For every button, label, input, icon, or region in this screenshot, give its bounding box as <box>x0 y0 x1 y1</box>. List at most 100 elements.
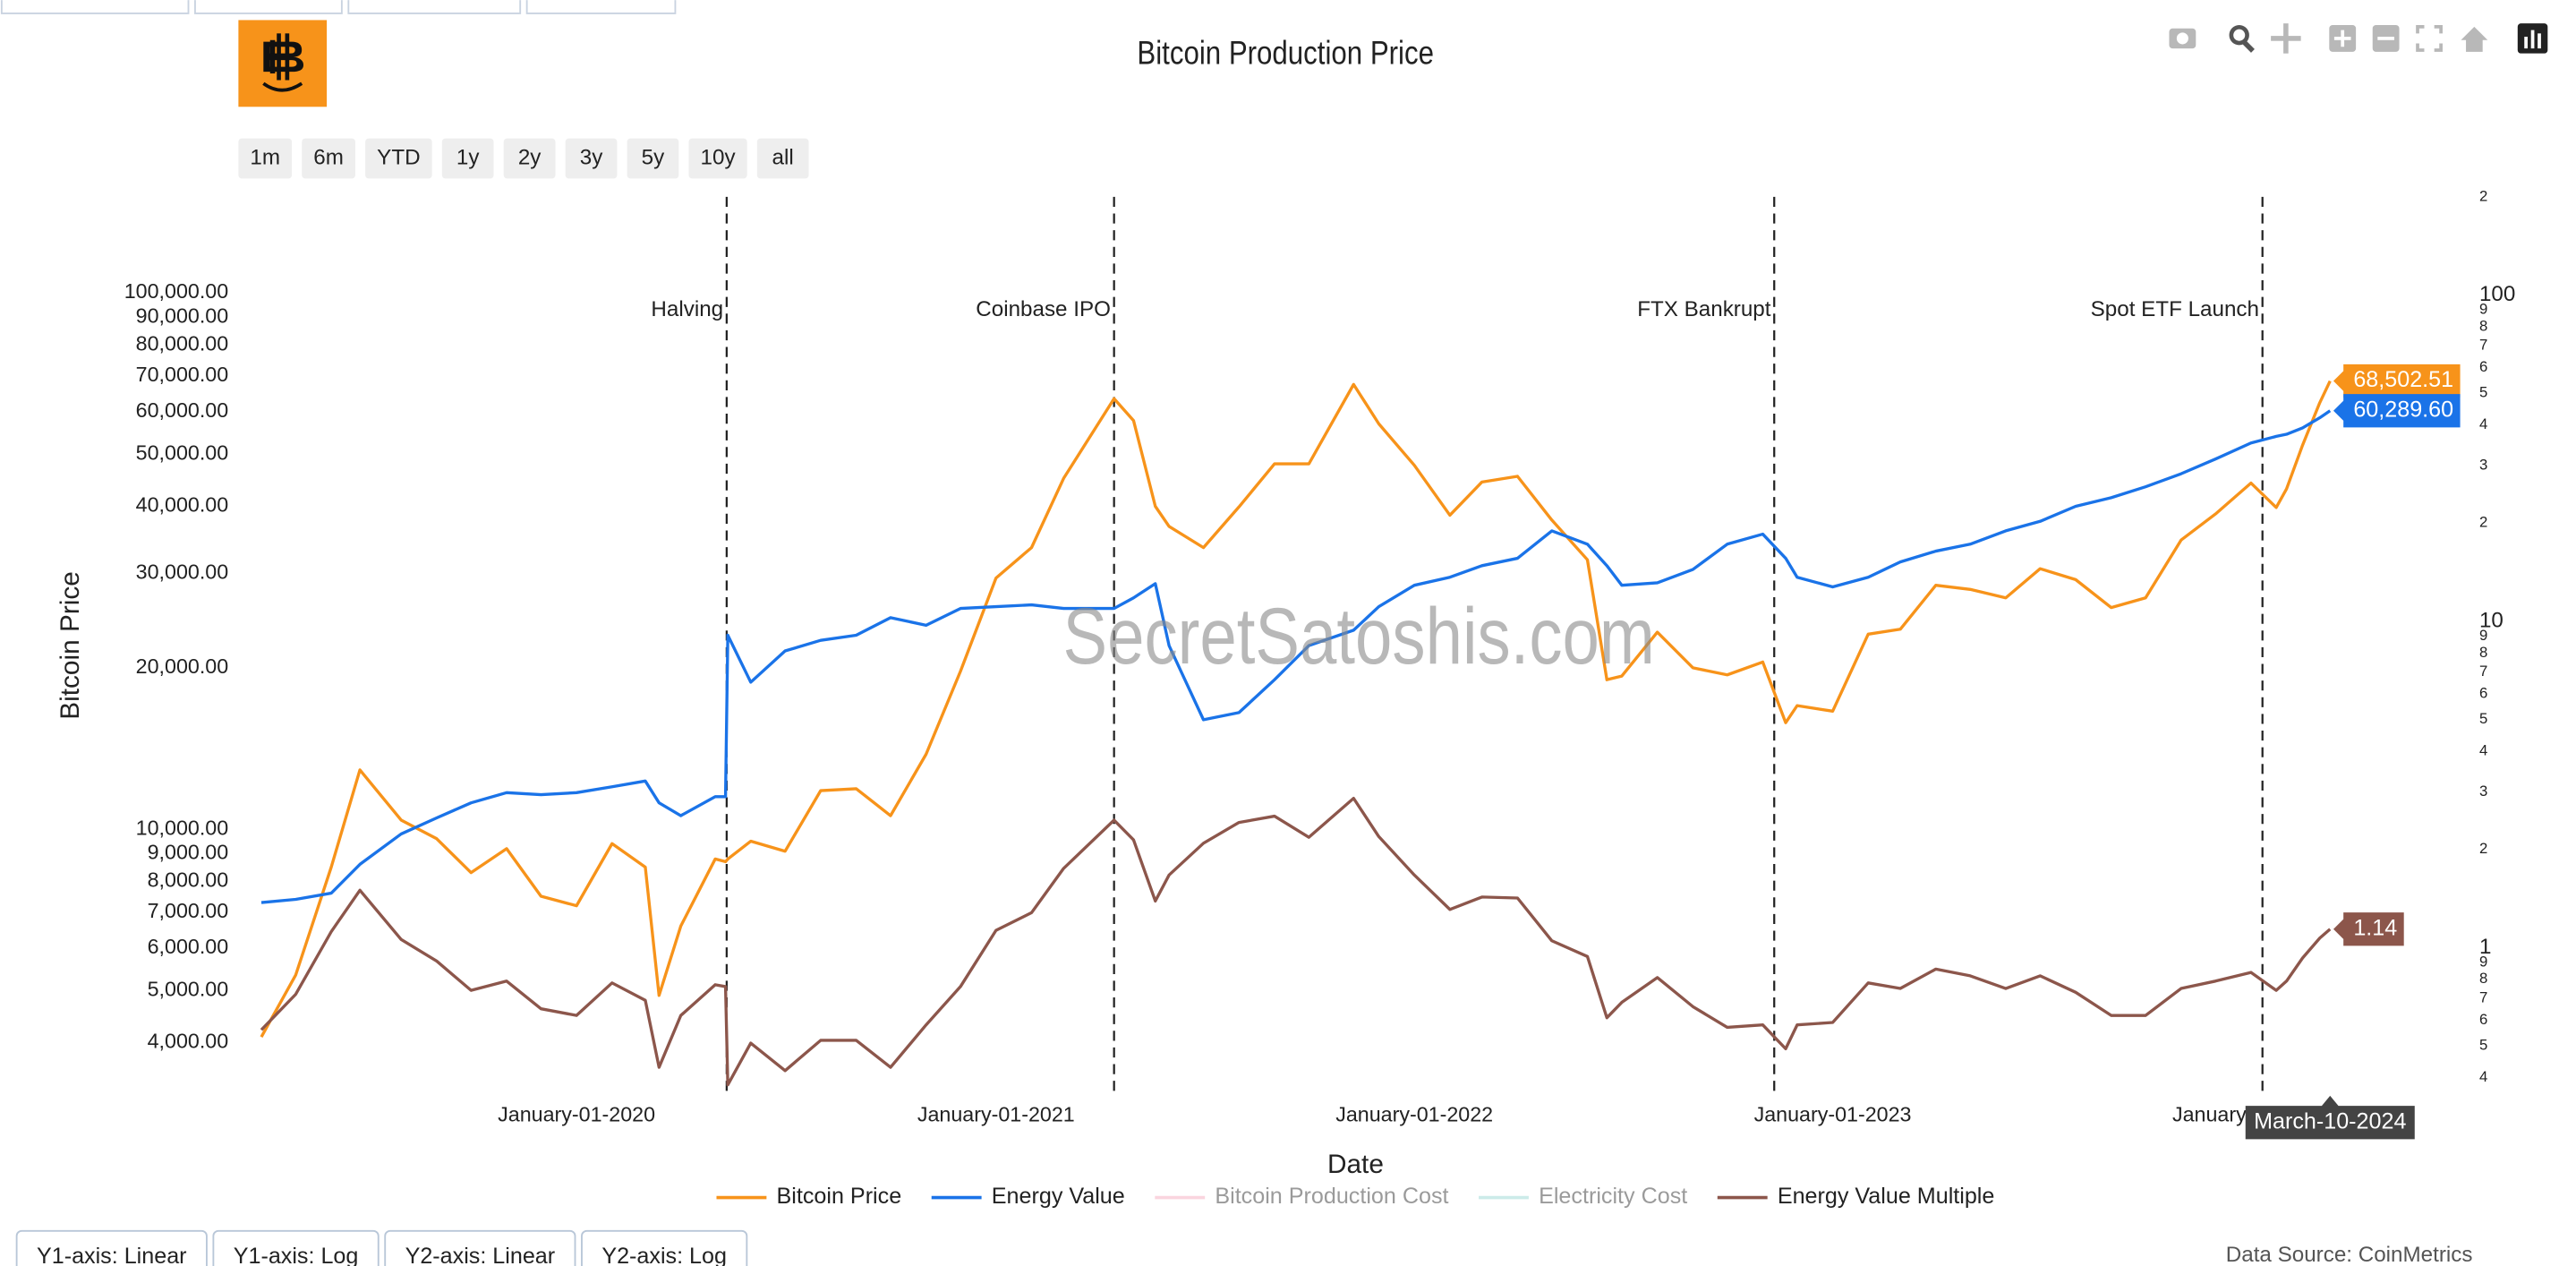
event-label: Spot ETF Launch <box>2091 297 2259 321</box>
x-axis-title: Date <box>1327 1150 1384 1179</box>
range-button[interactable]: 6m <box>302 138 355 179</box>
y2-tick-label: 9 <box>2479 627 2487 644</box>
zoom-icon[interactable] <box>2229 25 2255 53</box>
y2-tick-label: 6 <box>2479 684 2487 701</box>
y2-tick-label: 2 <box>2479 840 2487 857</box>
y2-tick-label: 5 <box>2479 384 2487 401</box>
range-button[interactable]: YTD <box>365 138 432 179</box>
plotly-icon[interactable] <box>2517 23 2548 54</box>
hover-box <box>2333 912 2404 946</box>
legend-label: Bitcoin Price <box>777 1184 902 1209</box>
y-tick-label: 70,000.00 <box>136 363 229 386</box>
range-button[interactable]: 1y <box>441 138 494 179</box>
legend-label: Electricity Cost <box>1539 1184 1687 1209</box>
event-label: Halving <box>651 297 723 321</box>
y2-tick-label: 6 <box>2479 358 2487 375</box>
camera-icon[interactable] <box>2169 28 2196 49</box>
range-button[interactable]: 3y <box>565 138 618 179</box>
range-button[interactable]: 1m <box>238 138 293 179</box>
tab[interactable] <box>194 0 343 14</box>
y2-tick-label: 8 <box>2479 970 2487 987</box>
button-label: 1m <box>250 145 280 169</box>
button-bg <box>302 138 355 179</box>
watermark: SecretSatoshis.com <box>1063 591 1655 680</box>
series-line <box>260 380 2332 1038</box>
y2-tick-label: 5 <box>2479 710 2487 727</box>
y-tick-label: 8,000.00 <box>148 868 229 891</box>
y2-tick-label: 10 <box>2479 608 2503 632</box>
button-bg <box>238 138 293 179</box>
legend-item[interactable]: Bitcoin Price <box>716 1184 901 1209</box>
legend-item[interactable]: Energy Value Multiple <box>1717 1184 1995 1209</box>
axis-button[interactable]: Y1-axis: Linear <box>15 1229 208 1266</box>
legend: Bitcoin Price Energy Value Bitcoin Product… <box>716 1184 1994 1209</box>
axis-button[interactable]: Y1-axis: Log <box>212 1229 380 1266</box>
y-tick-label: 30,000.00 <box>136 560 229 584</box>
button-label: 1y <box>456 145 480 169</box>
chart-title: Bitcoin Production Price <box>1137 33 1434 71</box>
autoscale-icon[interactable] <box>2416 25 2443 52</box>
axis-button[interactable]: Y2-axis: Linear <box>384 1229 576 1266</box>
y2-tick-label: 3 <box>2479 457 2487 474</box>
reset-icon[interactable] <box>2461 26 2488 52</box>
button-bg <box>15 1229 208 1266</box>
x-tick-label: January-01-2021 <box>917 1102 1075 1125</box>
data-source: Data Source: CoinMetrics <box>2226 1243 2473 1266</box>
button-bg <box>503 138 556 179</box>
y2-tick-label: 100 <box>2479 282 2515 306</box>
overlay: Halving Coinbase IPO FTX Bankrupt Spot ETF … <box>15 138 2461 1266</box>
legend-label: Energy Value Multiple <box>1778 1184 1995 1209</box>
range-button[interactable]: 2y <box>503 138 556 179</box>
y2-tick-label: 9 <box>2479 301 2487 318</box>
button-label: all <box>772 145 794 169</box>
event-label: FTX Bankrupt <box>1637 297 1771 321</box>
series-line <box>260 409 2332 904</box>
legend-item[interactable]: Bitcoin Production Cost <box>1155 1184 1449 1209</box>
button-label: YTD <box>377 145 420 169</box>
range-button[interactable]: all <box>756 138 809 179</box>
hover-label: 1.14 <box>2333 912 2404 946</box>
hover-text: 68,502.51 <box>2353 367 2453 392</box>
y2-tick-label: 8 <box>2479 317 2487 334</box>
button-bg <box>365 138 432 179</box>
y2-tick-label: 9 <box>2479 954 2487 971</box>
button-bg <box>212 1229 380 1266</box>
tab[interactable] <box>347 0 522 14</box>
y-tick-label: 7,000.00 <box>148 899 229 922</box>
range-button[interactable]: 10y <box>688 138 747 179</box>
button-label: Y1-axis: Log <box>234 1244 359 1266</box>
button-bg <box>581 1229 748 1266</box>
button-bg <box>688 138 747 179</box>
button-label: 6m <box>313 145 344 169</box>
button-bg <box>441 138 494 179</box>
y2-tick-label: 4 <box>2479 741 2487 758</box>
legend-item[interactable]: Energy Value <box>931 1184 1125 1209</box>
top-tabs <box>0 0 677 14</box>
zoom-out-icon[interactable] <box>2372 25 2400 52</box>
legend-label: Bitcoin Production Cost <box>1215 1184 1448 1209</box>
y-tick-label: 50,000.00 <box>136 441 229 465</box>
x-tick-label: January-01-2020 <box>498 1102 655 1125</box>
pan-icon[interactable] <box>2271 23 2301 54</box>
y-tick-label: 40,000.00 <box>136 493 229 517</box>
event-label: Coinbase IPO <box>976 297 1111 321</box>
zoom-in-icon[interactable] <box>2329 25 2357 52</box>
legend-item[interactable]: Electricity Cost <box>1479 1184 1687 1209</box>
button-bg <box>627 138 679 179</box>
y2-tick-label: 7 <box>2479 988 2487 1005</box>
hover-text: 1.14 <box>2353 915 2397 940</box>
series-line <box>260 796 2332 1087</box>
y-tick-label: 100,000.00 <box>124 279 229 303</box>
axis-button[interactable]: Y2-axis: Log <box>581 1229 748 1266</box>
range-button[interactable]: 5y <box>627 138 679 179</box>
hover-label: 68,502.51 <box>2333 364 2461 398</box>
tab[interactable] <box>0 0 190 14</box>
hover-x-box <box>2245 1095 2415 1140</box>
y2-tick-label: 4 <box>2479 1068 2487 1085</box>
y-tick-label: 6,000.00 <box>148 935 229 958</box>
tab[interactable] <box>525 0 677 14</box>
button-label: 2y <box>518 145 542 169</box>
hover-label: 60,289.60 <box>2333 394 2461 428</box>
y-tick-label: 60,000.00 <box>136 398 229 422</box>
y-tick-label: 4,000.00 <box>148 1030 229 1053</box>
